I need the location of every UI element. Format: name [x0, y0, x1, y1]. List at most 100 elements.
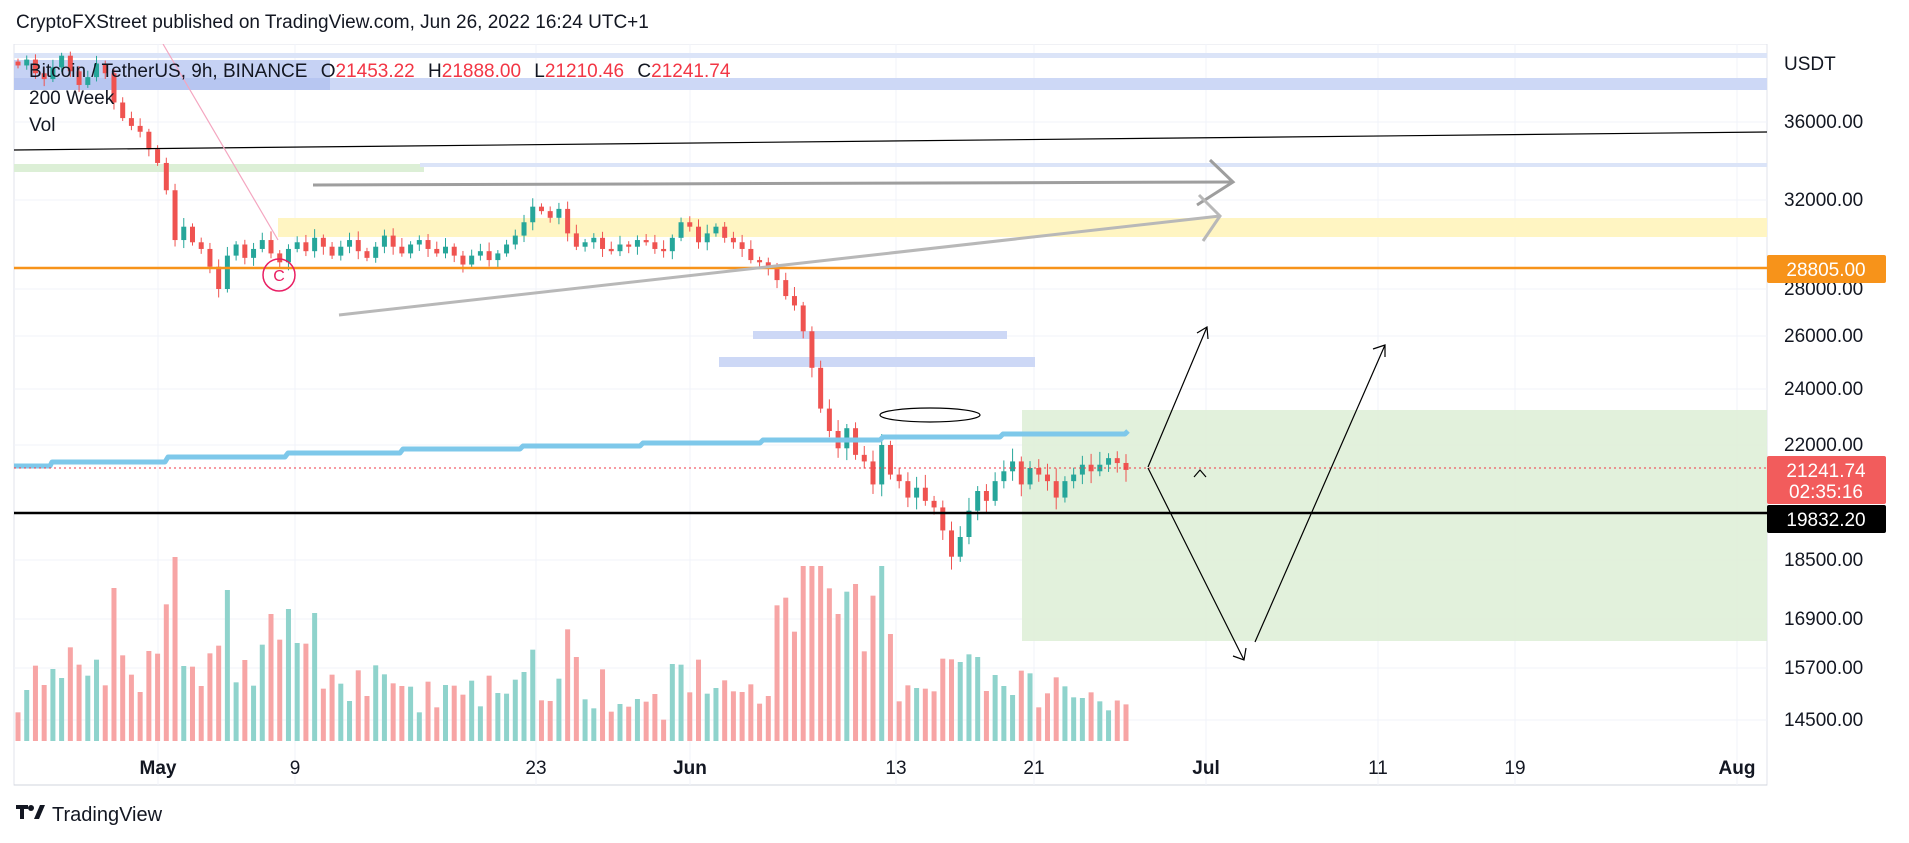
candle-body — [1088, 464, 1094, 472]
time-axis[interactable]: May 9 23 Jun 13 21 Jul 11 19 Aug — [140, 758, 1756, 779]
candle-body — [216, 266, 222, 289]
volume-bar — [1097, 701, 1103, 741]
candle-body — [608, 248, 614, 252]
candle-body — [809, 331, 815, 368]
legend-close-label: C — [637, 61, 652, 82]
tradingview-footer[interactable]: TradingView — [16, 803, 162, 827]
price-axis[interactable]: 36000.00 32000.00 28000.00 26000.00 24000.00… — [1784, 112, 1863, 731]
time-tick-label: 11 — [1368, 758, 1388, 779]
volume-bar — [634, 699, 640, 741]
candle-body — [442, 246, 448, 254]
volume-bar — [957, 662, 963, 741]
volume-bar — [1027, 673, 1033, 741]
volume-bar — [251, 685, 257, 741]
legend-high-label: H — [428, 61, 442, 82]
price-tick-label: 15700.00 — [1784, 658, 1863, 679]
volume-bar — [1071, 697, 1077, 741]
candle-body — [1036, 468, 1042, 475]
triangle-lower-line — [338, 214, 1221, 317]
chart-area[interactable]: C USDT 36000.00 32000.00 28000.00 26000.00 2… — [0, 43, 1909, 790]
candle-body — [949, 530, 955, 557]
candle-body — [538, 206, 544, 212]
candle-body — [469, 255, 475, 265]
projection-arrowhead-1 — [1196, 325, 1209, 340]
candle-body — [59, 55, 65, 68]
candle-body — [1079, 464, 1085, 475]
price-chart[interactable]: C USDT 36000.00 32000.00 28000.00 26000.00 2… — [0, 43, 1909, 790]
volume-bar — [608, 711, 614, 741]
candle-body — [521, 222, 527, 236]
candle-body — [181, 226, 187, 241]
volume-bar — [277, 639, 283, 741]
candle-body — [696, 226, 702, 243]
volume-bar — [809, 566, 815, 741]
volume-bar — [887, 634, 893, 741]
volume-bar — [1010, 695, 1016, 741]
last-price-badge-text: 21241.74 — [1786, 461, 1866, 482]
candle-body — [120, 102, 126, 119]
volume-bar — [120, 655, 126, 741]
candle-body — [905, 481, 911, 498]
volume-bar — [189, 666, 195, 741]
volume-bar — [861, 651, 867, 741]
candle-body — [573, 233, 579, 247]
volume-bar — [853, 584, 859, 741]
volume-bar — [85, 675, 91, 741]
volume-bar — [556, 678, 562, 741]
volume-bar — [661, 719, 667, 741]
projection-arrowhead-2 — [1372, 344, 1386, 357]
volume-bar — [364, 696, 370, 741]
candle-body — [137, 125, 143, 132]
candle-body — [495, 253, 501, 261]
candle-body — [233, 244, 239, 256]
volume-bar — [966, 654, 972, 741]
small-caret-annotation — [1193, 469, 1207, 478]
candle-body — [364, 251, 370, 258]
volume-bar — [477, 706, 483, 741]
legend-symbol: Bitcoin / TetherUS, 9h, BINANCE — [29, 61, 308, 82]
projection-path — [1147, 325, 1386, 661]
legend-indicator-200-week[interactable]: 200 Week — [29, 88, 115, 109]
volume-bar — [504, 693, 510, 741]
volume-bar — [573, 657, 579, 741]
volume-bar — [59, 678, 65, 741]
legend-open-label: O — [320, 61, 336, 82]
legend-low-value: 21210.46 — [544, 61, 625, 82]
volume-bar — [687, 692, 693, 741]
price-tick-label: 18500.00 — [1784, 550, 1863, 571]
candle-body — [757, 260, 763, 263]
volume-bar — [390, 683, 396, 741]
zone-blue-top-2 — [14, 78, 1767, 90]
volume-bar — [722, 680, 728, 741]
tradingview-logo-icon — [16, 803, 46, 827]
candle-body — [530, 206, 536, 223]
candle-body — [41, 73, 47, 80]
volume-bar — [992, 675, 998, 741]
volume-bars — [15, 557, 1129, 741]
volume-bar — [338, 683, 344, 741]
candle-body — [661, 248, 667, 252]
volume-bar — [416, 712, 422, 741]
candle-body — [460, 255, 466, 265]
volume-bar — [329, 674, 335, 741]
candle-body — [643, 240, 649, 243]
volume-bar — [1053, 677, 1059, 741]
chart-legend: Bitcoin / TetherUS, 9h, BINANCE O21453.2… — [29, 58, 730, 139]
candle-body — [486, 251, 492, 261]
candle-body — [85, 77, 91, 85]
candle-body — [198, 242, 204, 249]
candle-body — [826, 408, 832, 431]
volume-bar — [591, 708, 597, 741]
volume-bar — [879, 566, 885, 741]
candle-body — [774, 268, 780, 281]
volume-bar — [730, 691, 736, 741]
candle-body — [1001, 471, 1007, 482]
legend-symbol-row[interactable]: Bitcoin / TetherUS, 9h, BINANCE O21453.2… — [29, 58, 730, 85]
volume-bar — [268, 614, 274, 741]
volume-bar — [172, 557, 178, 741]
zone-blue-2 — [719, 357, 1035, 367]
candle-body — [940, 507, 946, 531]
volume-bar — [521, 672, 527, 741]
volume-bar — [940, 658, 946, 741]
legend-indicator-vol[interactable]: Vol — [29, 115, 56, 136]
